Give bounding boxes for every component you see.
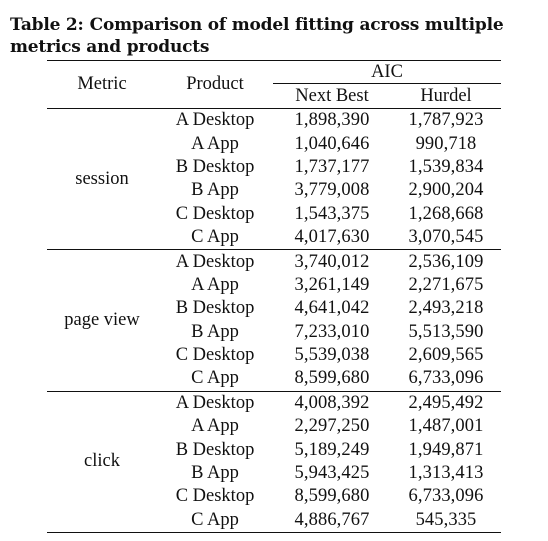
- next-best-aic-cell: 4,641,042: [294, 298, 370, 319]
- next-best-aic-cell: 8,599,680: [294, 486, 370, 507]
- next-best-aic-cell: 2,297,250: [294, 416, 370, 437]
- table-row: C Desktop 1,543,375 1,268,668: [47, 203, 501, 226]
- hurdel-aic-cell: 2,493,218: [408, 298, 484, 319]
- next-best-aic-cell: 1,543,375: [294, 203, 370, 224]
- hurdel-aic-cell: 6,733,096: [408, 486, 484, 507]
- next-best-aic-cell: 4,008,392: [294, 392, 370, 413]
- table-row: B Desktop 5,189,249 1,949,871: [47, 438, 501, 461]
- metric-cell: click: [84, 451, 120, 472]
- metric-group: click A Desktop 4,008,392 2,495,492 A App 2,2…: [47, 391, 501, 533]
- header-product: Product: [186, 74, 244, 94]
- table-row: B App 7,233,010 5,513,590: [47, 321, 501, 344]
- product-cell: A Desktop: [175, 251, 255, 272]
- next-best-aic-cell: 4,886,767: [294, 509, 370, 530]
- product-cell: B App: [191, 180, 239, 201]
- product-cell: C App: [191, 509, 239, 530]
- product-cell: B Desktop: [175, 439, 255, 460]
- hurdel-aic-cell: 545,335: [415, 509, 477, 530]
- hurdel-aic-cell: 1,539,834: [408, 156, 484, 177]
- hurdel-aic-cell: 2,900,204: [408, 180, 484, 201]
- table-row: C App 4,886,767 545,335: [47, 509, 501, 533]
- product-cell: A Desktop: [175, 392, 255, 413]
- table-row: B Desktop 1,737,177 1,539,834: [47, 156, 501, 179]
- next-best-aic-cell: 5,539,038: [294, 345, 370, 366]
- header-metric: Metric: [77, 74, 127, 94]
- table-row: B Desktop 4,641,042 2,493,218: [47, 297, 501, 320]
- product-cell: C Desktop: [175, 345, 255, 366]
- product-cell: A App: [191, 416, 239, 437]
- hurdel-aic-cell: 2,271,675: [408, 274, 484, 295]
- table-row: A App 3,261,149 2,271,675: [47, 274, 501, 297]
- hurdel-aic-cell: 1,949,871: [408, 439, 484, 460]
- next-best-aic-cell: 3,261,149: [294, 274, 370, 295]
- product-cell: A App: [191, 133, 239, 154]
- table-row: C App 4,017,630 3,070,545: [47, 226, 501, 250]
- caption-label: Table 2:: [10, 15, 84, 35]
- table-row: page view A Desktop 3,740,012 2,536,109: [47, 250, 501, 330]
- hurdel-aic-cell: 1,268,668: [408, 203, 484, 224]
- hurdel-aic-cell: 2,495,492: [408, 392, 484, 413]
- table-row: click A Desktop 4,008,392 2,495,492: [47, 391, 501, 471]
- next-best-aic-cell: 7,233,010: [294, 321, 370, 342]
- table-row: B App 3,779,008 2,900,204: [47, 179, 501, 202]
- metric-cell: session: [75, 168, 129, 189]
- product-cell: C Desktop: [175, 203, 255, 224]
- header-hurdel: Hurdel: [391, 83, 501, 109]
- table-row: B App 5,943,425 1,313,413: [47, 462, 501, 485]
- next-best-aic-cell: 3,779,008: [294, 180, 370, 201]
- table-row: session A Desktop 1,898,390 1,787,923: [47, 109, 501, 188]
- next-best-aic-cell: 1,040,646: [294, 133, 370, 154]
- next-best-aic-cell: 1,898,390: [294, 110, 370, 131]
- metric-group: page view A Desktop 3,740,012 2,536,109 A Ap…: [47, 250, 501, 392]
- next-best-aic-cell: 1,737,177: [294, 156, 370, 177]
- hurdel-aic-cell: 1,313,413: [408, 463, 484, 484]
- table-row: C Desktop 8,599,680 6,733,096: [47, 485, 501, 508]
- product-cell: C Desktop: [175, 486, 255, 507]
- next-best-aic-cell: 5,189,249: [294, 439, 370, 460]
- table-row: A App 1,040,646 990,718: [47, 132, 501, 155]
- metric-cell: page view: [64, 310, 140, 331]
- header-aic-group: AIC: [371, 61, 403, 82]
- hurdel-aic-cell: 990,718: [415, 133, 477, 154]
- header-next-best: Next Best: [273, 83, 391, 109]
- product-cell: B App: [191, 321, 239, 342]
- hurdel-aic-cell: 1,787,923: [408, 110, 484, 131]
- product-cell: B App: [191, 463, 239, 484]
- next-best-aic-cell: 3,740,012: [294, 251, 370, 272]
- hurdel-aic-cell: 6,733,096: [408, 368, 484, 389]
- hurdel-aic-cell: 2,536,109: [408, 251, 484, 272]
- table-row: A App 2,297,250 1,487,001: [47, 415, 501, 438]
- hurdel-aic-cell: 5,513,590: [408, 321, 484, 342]
- hurdel-aic-cell: 1,487,001: [408, 416, 484, 437]
- next-best-aic-cell: 8,599,680: [294, 368, 370, 389]
- product-cell: B Desktop: [175, 156, 255, 177]
- product-cell: C App: [191, 227, 239, 248]
- hurdel-aic-cell: 2,609,565: [408, 345, 484, 366]
- next-best-aic-cell: 5,943,425: [294, 463, 370, 484]
- product-cell: A Desktop: [175, 110, 255, 131]
- table-row: C Desktop 5,539,038 2,609,565: [47, 344, 501, 367]
- hurdel-aic-cell: 3,070,545: [408, 227, 484, 248]
- aic-comparison-table: Metric Product AIC Next Best Hurdel sess…: [47, 60, 501, 533]
- product-cell: A App: [191, 274, 239, 295]
- metric-group: session A Desktop 1,898,390 1,787,923 A App 1…: [47, 109, 501, 250]
- caption-text: Comparison of model fitting across multi…: [10, 15, 504, 57]
- table-header: Metric Product AIC Next Best Hurdel: [47, 60, 501, 109]
- product-cell: B Desktop: [175, 298, 255, 319]
- next-best-aic-cell: 4,017,630: [294, 227, 370, 248]
- table-caption: Table 2: Comparison of model fitting acro…: [10, 14, 545, 58]
- product-cell: C App: [191, 368, 239, 389]
- table-row: C App 8,599,680 6,733,096: [47, 367, 501, 391]
